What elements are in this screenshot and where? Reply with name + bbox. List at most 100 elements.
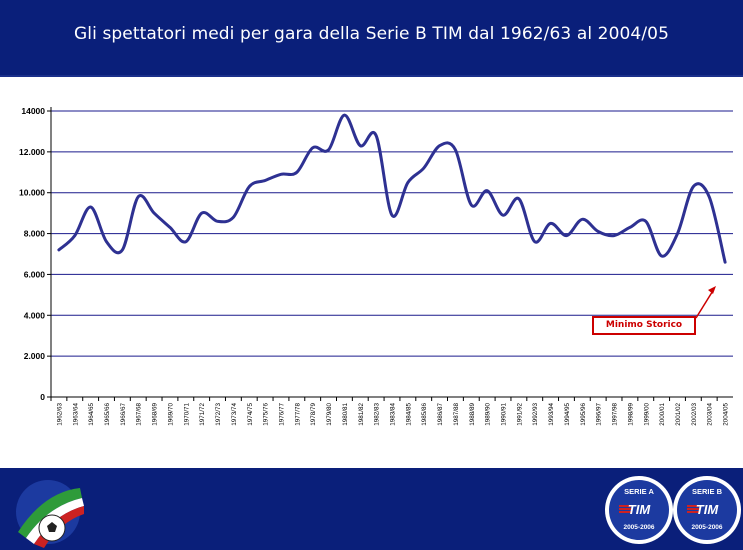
y-tick-label: 8.000 (24, 229, 46, 239)
y-tick-label: 2.000 (24, 351, 46, 361)
x-tick-label: 1990/91 (501, 403, 508, 426)
data-point (485, 189, 489, 192)
series-line (57, 113, 727, 264)
data-point (708, 195, 711, 198)
data-point (248, 185, 251, 188)
x-tick-label: 1993/94 (548, 403, 555, 426)
x-tick-label: 1962/63 (56, 403, 63, 426)
data-point (628, 226, 632, 229)
x-tick-label: 1982/83 (374, 403, 381, 426)
x-tick-label: 1975/76 (263, 403, 270, 426)
badge-top-text: SERIE A (624, 487, 654, 496)
x-tick-label: 1968/69 (152, 403, 159, 426)
x-tick-label: 1963/64 (72, 403, 79, 426)
data-point (644, 220, 647, 223)
x-tick-label: 1967/68 (136, 403, 143, 426)
y-tick-label: 12.000 (19, 147, 45, 157)
data-point (612, 234, 616, 237)
data-point (517, 197, 521, 201)
badge-mid-text: TIM (627, 502, 651, 517)
data-point (89, 205, 92, 209)
x-tick-label: 1983/84 (390, 403, 397, 426)
x-tick-label: 1974/75 (247, 403, 254, 426)
x-tick-label: 2003/04 (707, 403, 714, 426)
x-tick-label: 2000/01 (659, 403, 666, 426)
x-tick-label: 1987/88 (453, 403, 460, 426)
x-tick-label: 2001/02 (675, 403, 682, 426)
data-point (390, 213, 394, 217)
data-point (311, 146, 314, 149)
data-point (216, 220, 219, 223)
x-tick-label: 1984/85 (405, 403, 412, 426)
x-tick-label: 1973/74 (231, 403, 238, 426)
data-point (565, 234, 568, 237)
x-tick-label: 1999/00 (643, 403, 650, 426)
x-tick-label: 1979/80 (326, 403, 333, 426)
x-tick-label: 1976/77 (278, 403, 285, 426)
x-tick-label: 1997/98 (612, 403, 619, 426)
serie-b-badge: SERIE B TIM 2005-2006 (673, 476, 741, 544)
badge-top-text: SERIE B (691, 487, 722, 496)
data-point (73, 234, 76, 237)
x-tick-label: 1965/66 (104, 403, 111, 426)
y-tick-label: 10.000 (19, 188, 45, 198)
tim-stripes-icon (687, 505, 699, 513)
tim-stripes-icon (619, 505, 631, 513)
annotation-arrow (695, 286, 716, 319)
y-tick-label: 14000 (21, 106, 45, 116)
x-tick-label: 1978/79 (310, 403, 317, 426)
serie-a-badge: SERIE A TIM 2005-2006 (605, 476, 673, 544)
data-point (501, 213, 505, 217)
data-point (359, 144, 362, 147)
x-tick-label: 1996/97 (596, 403, 603, 426)
x-tick-label: 1992/93 (532, 403, 539, 426)
data-point (723, 260, 727, 264)
data-point (295, 171, 299, 174)
data-point (343, 113, 346, 117)
annotation-label: Minimo Storico (592, 316, 696, 335)
data-point (232, 216, 235, 219)
y-tick-label: 0 (40, 392, 45, 402)
data-point (137, 195, 140, 198)
badge-bottom-text: 2005-2006 (623, 524, 655, 531)
x-tick-label: 1971/72 (199, 403, 206, 426)
data-point (454, 148, 457, 152)
x-tick-label: 1977/78 (294, 403, 301, 426)
x-tick-label: 1994/95 (564, 403, 571, 426)
data-point (121, 248, 124, 252)
x-tick-label: 1970/71 (183, 403, 190, 426)
x-tick-label: 1986/87 (437, 403, 444, 426)
x-tick-label: 1980/81 (342, 403, 349, 426)
x-tick-label: 1981/82 (358, 403, 365, 426)
data-point (438, 144, 441, 147)
page-title: Gli spettatori medi per gara della Serie… (74, 24, 669, 44)
data-point (676, 232, 679, 235)
data-point (279, 173, 283, 176)
data-point (549, 222, 552, 225)
data-point (105, 240, 108, 243)
title-banner: Gli spettatori medi per gara della Serie… (0, 0, 743, 77)
data-point (327, 148, 330, 152)
x-tick-label: 2002/03 (691, 403, 698, 426)
x-tick-label: 1985/86 (421, 403, 428, 426)
x-tick-label: 1972/73 (215, 403, 222, 426)
data-point (374, 134, 378, 137)
data-point (470, 203, 473, 207)
data-point (152, 211, 156, 215)
data-point (422, 167, 425, 170)
grid-lines (51, 110, 733, 357)
data-points (57, 113, 727, 264)
data-point (533, 240, 536, 243)
x-tick-label: 2004/05 (723, 403, 730, 426)
y-tick-label: 4.000 (24, 310, 46, 320)
x-tick-label: 1969/70 (167, 403, 174, 426)
data-point (168, 226, 172, 229)
x-tick-label: 1989/90 (485, 403, 492, 426)
x-tick-label: 1991/92 (516, 403, 523, 426)
data-point (184, 240, 188, 243)
data-point (660, 254, 663, 258)
x-tick-label: 1988/89 (469, 403, 476, 426)
data-point (200, 211, 203, 215)
x-tick-label: 1995/96 (580, 403, 587, 426)
line-chart: 0 2.000 4.000 6.000 8.000 10.000 12.000 14000 1… (19, 106, 733, 426)
